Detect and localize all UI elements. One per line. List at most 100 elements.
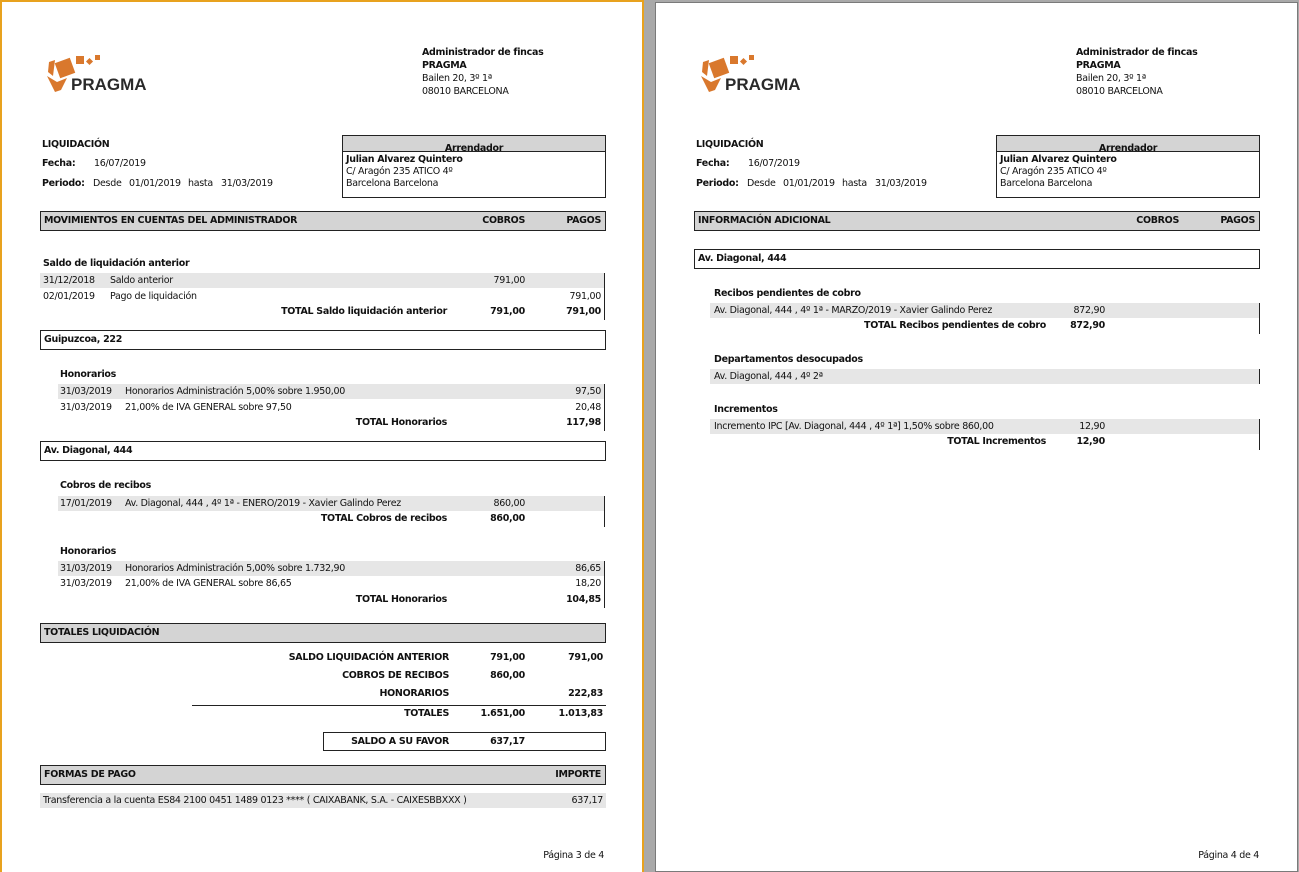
section-bar-totales bbox=[40, 623, 606, 643]
totales-row-pagos: 791,00 bbox=[568, 652, 603, 663]
cobros-header: COBROS bbox=[482, 215, 525, 226]
cobros-recibos-title: Cobros de recibos bbox=[60, 480, 151, 491]
row-desc: Honorarios Administración 5,00% sobre 1.… bbox=[125, 386, 345, 397]
total-label: TOTAL Honorarios bbox=[355, 594, 448, 605]
pagos-header: PAGOS bbox=[566, 215, 601, 226]
row-date: 17/01/2019 bbox=[60, 498, 112, 509]
row-date: 31/03/2019 bbox=[60, 563, 112, 574]
pagos-header: PAGOS bbox=[1220, 215, 1255, 226]
saldo-box bbox=[323, 732, 606, 751]
company-line1: Administrador de fincas bbox=[1076, 47, 1198, 58]
company-line2: PRAGMA bbox=[1076, 60, 1121, 71]
totales-row-pagos: 222,83 bbox=[568, 688, 603, 699]
pragma-logo: PRAGMA bbox=[701, 55, 801, 94]
total-label: TOTAL Saldo liquidación anterior bbox=[281, 306, 447, 317]
incrementos-title: Incrementos bbox=[714, 404, 778, 415]
arrendador-city: Barcelona Barcelona bbox=[346, 178, 439, 189]
page-3[interactable]: PRAGMA Administrador de fincas PRAGMA Ba… bbox=[0, 0, 644, 872]
hasta-value: 31/03/2019 bbox=[221, 178, 273, 189]
fecha-label: Fecha: bbox=[696, 158, 730, 169]
totales-title: TOTALES LIQUIDACIÓN bbox=[44, 627, 160, 638]
importe-header: IMPORTE bbox=[555, 769, 601, 780]
fecha-value: 16/07/2019 bbox=[94, 158, 146, 169]
saldo-label: SALDO A SU FAVOR bbox=[351, 736, 449, 747]
payment-importe: 637,17 bbox=[571, 795, 604, 806]
fecha-label: Fecha: bbox=[42, 158, 76, 169]
totales-row-cobros: 791,00 bbox=[490, 652, 525, 663]
company-line1: Administrador de fincas bbox=[422, 47, 544, 58]
hasta-label: hasta bbox=[842, 178, 867, 189]
arrendador-title: Arrendador bbox=[444, 143, 504, 154]
row-value: 872,90 bbox=[1073, 305, 1106, 316]
total-pagos: 791,00 bbox=[566, 306, 601, 317]
total-value: 872,90 bbox=[1070, 320, 1105, 331]
company-address1: Bailen 20, 3º 1ª bbox=[1076, 73, 1146, 84]
row-desc: Honorarios Administración 5,00% sobre 1.… bbox=[125, 563, 345, 574]
hasta-label: hasta bbox=[188, 178, 213, 189]
row-pagos: 86,65 bbox=[575, 563, 601, 574]
row-pagos: 791,00 bbox=[569, 291, 602, 302]
row-pagos: 97,50 bbox=[575, 386, 601, 397]
arrendador-box: Arrendador Julian Alvarez Quintero C/ Ar… bbox=[342, 135, 606, 198]
totales-row-label: SALDO LIQUIDACIÓN ANTERIOR bbox=[288, 652, 450, 663]
property-box bbox=[40, 441, 606, 461]
company-address1: Bailen 20, 3º 1ª bbox=[422, 73, 492, 84]
row-date: 31/03/2019 bbox=[60, 402, 112, 413]
page-4[interactable]: PRAGMA Administrador de fincas PRAGMA Ba… bbox=[655, 2, 1298, 872]
totales-cobros: 1.651,00 bbox=[480, 708, 526, 719]
svg-text:PRAGMA: PRAGMA bbox=[71, 75, 147, 94]
total-value: 12,90 bbox=[1076, 436, 1105, 447]
honorarios-title: Honorarios bbox=[60, 369, 116, 380]
row-desc: Av. Diagonal, 444 , 4º 1ª - MARZO/2019 -… bbox=[714, 305, 993, 316]
total-cobros: 860,00 bbox=[490, 513, 525, 524]
row-desc: Av. Diagonal, 444 , 4º 1ª - ENERO/2019 -… bbox=[125, 498, 401, 509]
totales-row-cobros: 860,00 bbox=[490, 670, 525, 681]
property-name: Av. Diagonal, 444 bbox=[698, 253, 787, 264]
company-line2: PRAGMA bbox=[422, 60, 467, 71]
total-label: TOTAL Honorarios bbox=[355, 417, 448, 428]
company-address2: 08010 BARCELONA bbox=[1076, 86, 1163, 97]
total-label: TOTAL Cobros de recibos bbox=[320, 513, 447, 524]
section-title: MOVIMIENTOS EN CUENTAS DEL ADMINISTRADOR bbox=[44, 215, 298, 226]
arrendador-title: Arrendador bbox=[1098, 143, 1158, 154]
row-desc: 21,00% de IVA GENERAL sobre 86,65 bbox=[125, 578, 292, 589]
row-pagos: 18,20 bbox=[575, 578, 601, 589]
formas-pago-title: FORMAS DE PAGO bbox=[44, 769, 136, 780]
section-title: INFORMACIÓN ADICIONAL bbox=[698, 215, 831, 226]
pragma-logo: PRAGMA bbox=[47, 55, 147, 94]
section-bar-movimientos bbox=[40, 211, 606, 231]
total-cobros: 791,00 bbox=[490, 306, 525, 317]
totales-row-label: HONORARIOS bbox=[379, 688, 450, 699]
property-box bbox=[40, 330, 606, 350]
arrendador-name: Julian Alvarez Quintero bbox=[1000, 154, 1117, 165]
total-label: TOTAL Incrementos bbox=[947, 436, 1046, 447]
row-cobros: 791,00 bbox=[493, 275, 526, 286]
periodo-label: Periodo: bbox=[42, 178, 85, 189]
row-date: 31/03/2019 bbox=[60, 386, 112, 397]
saldo-title: Saldo de liquidación anterior bbox=[43, 258, 190, 269]
total-pagos: 117,98 bbox=[566, 417, 601, 428]
property-name: Guipuzcoa, 222 bbox=[44, 334, 123, 345]
total-pagos: 104,85 bbox=[566, 594, 601, 605]
desocupados-title: Departamentos desocupados bbox=[714, 354, 863, 365]
page-number: Página 3 de 4 bbox=[543, 850, 604, 861]
total-label: TOTAL Recibos pendientes de cobro bbox=[864, 320, 1046, 331]
row-desc: Pago de liquidación bbox=[110, 291, 197, 302]
row-desc: Av. Diagonal, 444 , 4º 2ª bbox=[714, 371, 823, 382]
honorarios-title: Honorarios bbox=[60, 546, 116, 557]
totales-divider bbox=[192, 705, 606, 706]
arrendador-city: Barcelona Barcelona bbox=[1000, 178, 1093, 189]
row-date: 31/12/2018 bbox=[43, 275, 95, 286]
arrendador-name: Julian Alvarez Quintero bbox=[346, 154, 463, 165]
recibos-title: Recibos pendientes de cobro bbox=[714, 288, 861, 299]
arrendador-address: C/ Aragón 235 ATICO 4º bbox=[346, 166, 453, 177]
desde-value: 01/01/2019 bbox=[129, 178, 181, 189]
arrendador-address: C/ Aragón 235 ATICO 4º bbox=[1000, 166, 1107, 177]
section-bar-formas-pago bbox=[40, 765, 606, 785]
periodo-label: Periodo: bbox=[696, 178, 739, 189]
page-number: Página 4 de 4 bbox=[1198, 850, 1259, 861]
totales-row-label: COBROS DE RECIBOS bbox=[342, 670, 449, 681]
totales-label: TOTALES bbox=[404, 708, 449, 719]
totales-pagos: 1.013,83 bbox=[558, 708, 604, 719]
payment-desc: Transferencia a la cuenta ES84 2100 0451… bbox=[43, 795, 467, 806]
